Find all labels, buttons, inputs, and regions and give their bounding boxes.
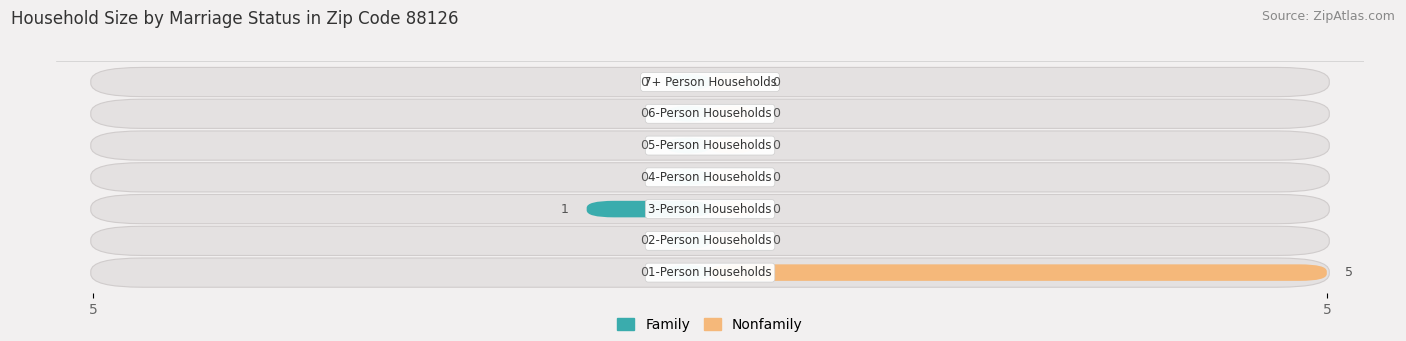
FancyBboxPatch shape [666, 105, 710, 122]
FancyBboxPatch shape [666, 137, 710, 154]
Text: 0: 0 [772, 139, 780, 152]
Text: 1: 1 [561, 203, 568, 216]
Text: 0: 0 [772, 75, 780, 89]
Text: 3-Person Households: 3-Person Households [648, 203, 772, 216]
FancyBboxPatch shape [586, 201, 710, 217]
Text: 0: 0 [640, 171, 648, 184]
FancyBboxPatch shape [710, 169, 754, 186]
Text: Household Size by Marriage Status in Zip Code 88126: Household Size by Marriage Status in Zip… [11, 10, 458, 28]
FancyBboxPatch shape [666, 169, 710, 186]
Text: 1-Person Households: 1-Person Households [648, 266, 772, 279]
FancyBboxPatch shape [91, 99, 1329, 129]
FancyBboxPatch shape [91, 68, 1329, 97]
Legend: Family, Nonfamily: Family, Nonfamily [612, 312, 808, 337]
FancyBboxPatch shape [666, 264, 710, 281]
Text: 0: 0 [640, 107, 648, 120]
Text: Source: ZipAtlas.com: Source: ZipAtlas.com [1261, 10, 1395, 23]
FancyBboxPatch shape [91, 131, 1329, 160]
Text: 0: 0 [640, 139, 648, 152]
FancyBboxPatch shape [710, 105, 754, 122]
FancyBboxPatch shape [710, 74, 754, 90]
FancyBboxPatch shape [710, 137, 754, 154]
FancyBboxPatch shape [666, 233, 710, 249]
Text: 2-Person Households: 2-Person Households [648, 234, 772, 247]
Text: 4-Person Households: 4-Person Households [648, 171, 772, 184]
Text: 0: 0 [640, 266, 648, 279]
Text: 5: 5 [1346, 266, 1354, 279]
FancyBboxPatch shape [666, 74, 710, 90]
FancyBboxPatch shape [710, 233, 754, 249]
FancyBboxPatch shape [710, 201, 754, 217]
FancyBboxPatch shape [710, 264, 1327, 281]
Text: 0: 0 [640, 75, 648, 89]
Text: 0: 0 [640, 234, 648, 247]
Text: 6-Person Households: 6-Person Households [648, 107, 772, 120]
Text: 0: 0 [772, 171, 780, 184]
Text: 0: 0 [772, 107, 780, 120]
Text: 0: 0 [772, 203, 780, 216]
FancyBboxPatch shape [91, 258, 1329, 287]
FancyBboxPatch shape [91, 226, 1329, 255]
Text: 0: 0 [772, 234, 780, 247]
FancyBboxPatch shape [91, 194, 1329, 224]
Text: 5-Person Households: 5-Person Households [648, 139, 772, 152]
FancyBboxPatch shape [91, 163, 1329, 192]
Text: 7+ Person Households: 7+ Person Households [644, 75, 776, 89]
